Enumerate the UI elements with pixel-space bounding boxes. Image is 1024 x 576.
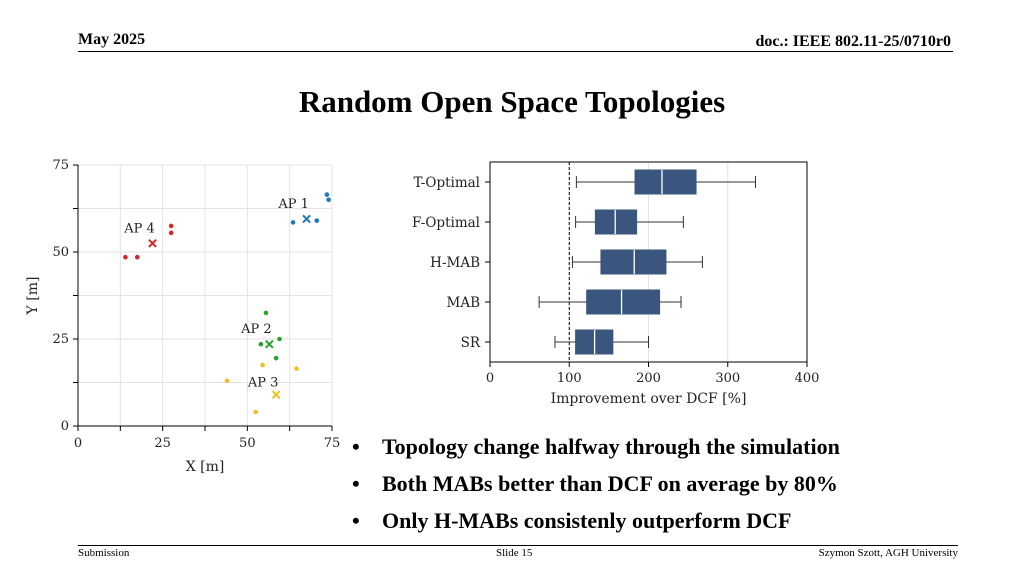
footer-divider — [78, 545, 958, 546]
box-sr — [554, 329, 649, 355]
bullet-text: Topology change halfway through the simu… — [382, 434, 840, 459]
ap-label: AP 3 — [247, 376, 279, 391]
bullet-item: • Topology change halfway through the sim… — [352, 428, 840, 465]
station-point — [277, 336, 282, 342]
station-point — [134, 254, 140, 260]
station-point — [260, 362, 265, 368]
access-point-marker — [271, 390, 281, 399]
access-point-marker — [148, 238, 157, 248]
topology-scatter-chart: 0 25 50 75 0 25 50 75 X [m] Y [m] AP 1 AP 2 AP 3 AP 4 — [25, 158, 341, 475]
station-point — [314, 218, 320, 223]
y-tick-label: 25 — [52, 332, 69, 347]
ap-label: AP 2 — [240, 322, 272, 337]
x-tick-label: 100 — [557, 371, 582, 386]
ap-cross-stroke — [302, 214, 311, 224]
x-tick-label: 0 — [486, 371, 494, 386]
y-tick-label: 0 — [61, 419, 69, 434]
ap-cross-stroke — [265, 339, 274, 349]
station-point — [258, 341, 264, 347]
interquartile-box — [594, 209, 638, 235]
station-point — [326, 197, 331, 203]
category-label: H-MAB — [430, 255, 480, 271]
station-point — [253, 409, 259, 415]
access-point-marker — [265, 339, 274, 349]
x-axis-label: X [m] — [186, 459, 225, 475]
station-point — [168, 230, 174, 236]
box-h-mab — [571, 249, 703, 275]
category-label: SR — [461, 335, 481, 351]
bullet-marker: • — [352, 434, 360, 459]
category-label: MAB — [447, 295, 481, 311]
y-axis-label: Y [m] — [25, 277, 41, 316]
station-point — [290, 220, 296, 225]
footer-submission: Submission — [78, 547, 130, 559]
interquartile-box — [586, 289, 661, 315]
x-tick-label: 50 — [239, 436, 256, 451]
ap-label: AP 4 — [123, 221, 155, 236]
station-point — [168, 223, 174, 229]
x-tick-label: 300 — [715, 371, 740, 386]
box-mab — [538, 289, 682, 315]
interquartile-box — [600, 249, 667, 275]
x-tick-label: 200 — [636, 371, 661, 386]
header-divider — [78, 51, 953, 52]
ap-cross-stroke — [271, 390, 281, 399]
slide-title: Random Open Space Topologies — [298, 84, 726, 119]
x-tick-label: 75 — [324, 436, 341, 451]
x-tick-label: 400 — [795, 371, 820, 386]
x-tick-label: 0 — [74, 436, 82, 451]
x-tick-label: 25 — [154, 436, 171, 451]
footer-slide-number: Slide 15 — [496, 547, 533, 559]
box-t-optimal — [575, 169, 756, 195]
access-point-marker — [302, 214, 311, 224]
category-label: T-Optimal — [414, 175, 480, 191]
header-doc-id: doc.: IEEE 802.11-25/0710r0 — [755, 33, 951, 50]
station-point — [123, 254, 128, 260]
bullet-text: Only H-MABs consistenly outperform DCF — [382, 508, 792, 533]
y-tick-label: 50 — [52, 245, 69, 260]
header-date: May 2025 — [78, 31, 146, 48]
bullet-marker: • — [352, 471, 360, 496]
interquartile-box — [634, 169, 697, 195]
bullet-marker: • — [352, 508, 360, 533]
bullet-list: • Topology change halfway through the sim… — [352, 428, 840, 539]
category-label: F-Optimal — [412, 215, 480, 231]
station-point — [294, 366, 299, 371]
x-axis-label: Improvement over DCF [%] — [551, 391, 747, 407]
footer-author: Szymon Szott, AGH University — [818, 547, 958, 559]
bullet-item: • Only H-MABs consistenly outperform DCF — [352, 502, 840, 539]
ap-cross-stroke — [148, 238, 157, 248]
y-tick-label: 75 — [52, 158, 69, 173]
box-f-optimal — [575, 209, 684, 235]
station-point — [224, 378, 230, 384]
station-point — [273, 355, 279, 361]
station-point — [263, 310, 269, 316]
improvement-boxplot-chart: 0 100 200 300 400 Improvement over DCF [%] T-O… — [412, 161, 820, 407]
station-point — [324, 192, 330, 197]
bullet-item: • Both MABs better than DCF on average by… — [352, 465, 840, 502]
ap-label: AP 1 — [277, 197, 309, 212]
bullet-text: Both MABs better than DCF on average by … — [382, 471, 838, 496]
